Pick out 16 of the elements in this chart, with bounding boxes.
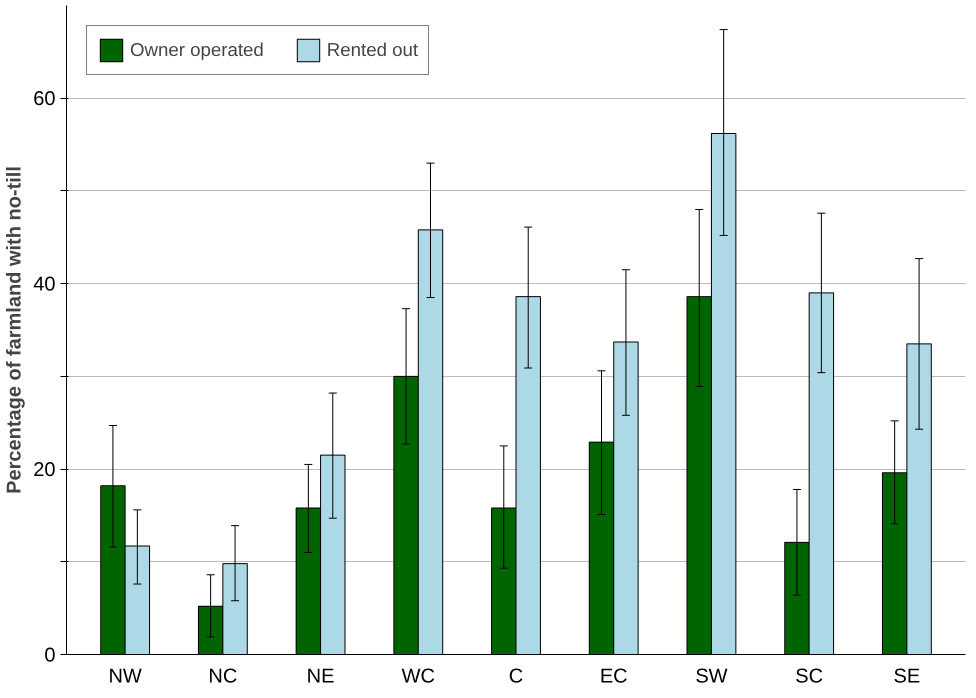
y-tick-label: 20 [33,459,56,482]
x-tick-label: SC [795,666,824,688]
x-tick-label: EC [600,666,628,688]
x-tick-label: WC [402,666,435,688]
x-tick-label: NW [108,666,142,688]
y-tick-label: 0 [44,644,56,666]
y-axis-title: Percentage of farmland with no-till [3,166,26,494]
legend-label: Owner operated [130,39,264,61]
y-tick-label: 40 [33,274,56,296]
y-tick-label: 60 [33,88,56,110]
legend-label: Rented out [326,39,418,61]
x-tick-label: SW [695,666,728,688]
x-tick-label: SE [894,666,920,688]
x-tick-label: NC [208,666,238,688]
x-tick-label: C [508,666,524,688]
x-tick-label: NE [306,666,334,688]
